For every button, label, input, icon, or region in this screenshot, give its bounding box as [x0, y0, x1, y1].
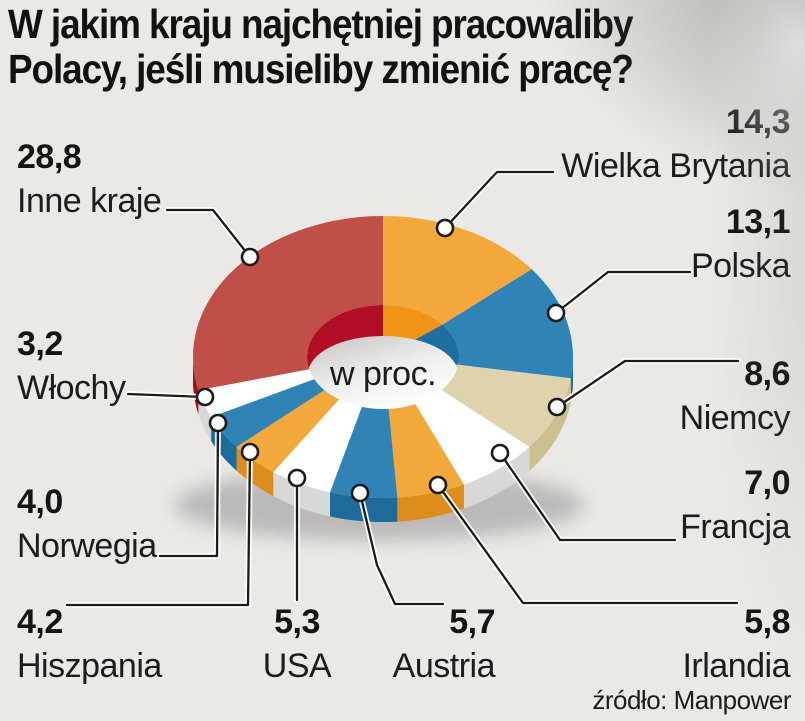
leader-dot-usa [287, 468, 307, 488]
leader-dot-niemcy [547, 397, 567, 417]
chart-title-line1: W jakim kraju najchętniej pracowaliby [8, 1, 634, 47]
leader-dot-austria [350, 483, 370, 503]
slice-label-austria: 5,7 Austria [392, 600, 496, 688]
leader-dot-wielka-brytania [435, 218, 455, 238]
source-credit: źródło: Manpower [592, 685, 791, 715]
slice-value-norwegia: 4,0 [17, 483, 63, 521]
leader-dot-hiszpania [240, 442, 260, 462]
leader-dot-francja [490, 443, 510, 463]
chart-title: W jakim kraju najchętniej pracowaliby Pol… [8, 1, 634, 92]
slice-label-niemcy: 8,6 Niemcy [679, 352, 791, 440]
slice-name-austria: Austria [392, 647, 496, 685]
slice-name-niemcy: Niemcy [679, 399, 791, 437]
leader-dot-wlochy [195, 387, 215, 407]
slice-name-hiszpania: Hiszpania [17, 647, 162, 685]
slice-name-wlochy: Włochy [17, 369, 126, 407]
slice-label-inne-kraje: 28,8 Inne kraje [17, 135, 162, 223]
donut-center-label: w proc. [329, 355, 437, 393]
slice-name-polska: Polska [690, 247, 791, 285]
slice-value-wlochy: 3,2 [17, 325, 63, 363]
slice-label-usa: 5,3 USA [252, 600, 342, 688]
slice-label-polska: 13,1 Polska [690, 200, 791, 288]
slice-value-inne-kraje: 28,8 [17, 138, 82, 176]
slice-value-wielka-brytania: 14,3 [725, 103, 791, 141]
slice-label-hiszpania: 4,2 Hiszpania [17, 600, 162, 688]
slice-name-wielka-brytania: Wielka Brytania [561, 147, 790, 185]
slice-value-usa: 5,3 [274, 603, 320, 641]
leader-line-wielka-brytania [443, 170, 555, 230]
leader-line-halo-wielka-brytania [442, 169, 556, 231]
leader-line-halo-inne-kraje [164, 207, 253, 260]
slice-label-norwegia: 4,0 Norwegia [17, 480, 157, 568]
slice-value-austria: 5,7 [449, 603, 495, 641]
slice-label-wielka-brytania: 14,3 Wielka Brytania [561, 100, 790, 188]
slice-value-francja: 7,0 [744, 464, 790, 502]
slice-name-usa: USA [262, 647, 332, 685]
leader-line-halo-polska [553, 269, 693, 316]
slice-value-niemcy: 8,6 [744, 355, 790, 393]
slice-name-inne-kraje: Inne kraje [17, 182, 162, 220]
chart-title-line2: Polacy, jeśli musieliby zmienić pracę? [8, 46, 634, 92]
leader-dot-polska [546, 303, 566, 323]
leader-dot-irlandia [428, 475, 448, 495]
slice-value-polska: 13,1 [725, 203, 791, 241]
slice-label-wlochy: 3,2 Włochy [17, 322, 126, 410]
slice-value-irlandia: 5,8 [744, 603, 790, 641]
leader-dot-norwegia [208, 413, 228, 433]
slice-value-hiszpania: 4,2 [17, 603, 63, 641]
slice-name-francja: Francja [680, 508, 790, 546]
slice-name-norwegia: Norwegia [17, 527, 157, 565]
leader-line-inne-kraje [165, 208, 252, 259]
leader-line-polska [554, 270, 692, 315]
slice-name-irlandia: Irlandia [682, 647, 790, 685]
slice-label-irlandia: 5,8 Irlandia [682, 600, 790, 688]
leader-dot-inne-kraje [240, 247, 260, 267]
slice-label-francja: 7,0 Francja [680, 461, 790, 549]
